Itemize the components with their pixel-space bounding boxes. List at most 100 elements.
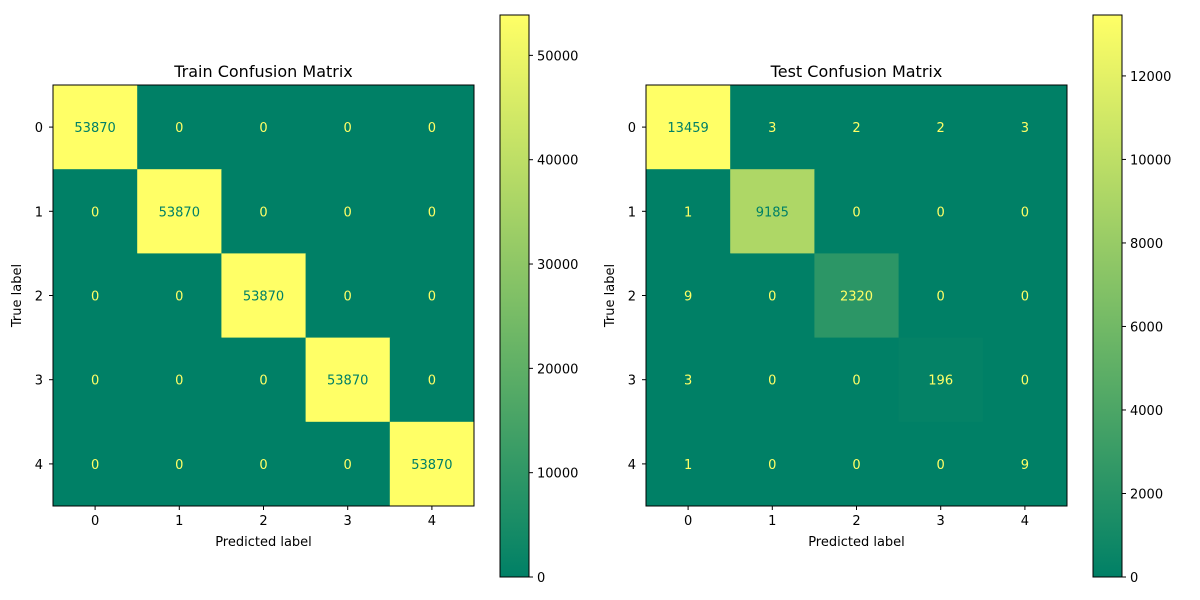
cell-value-label: 0 xyxy=(91,205,99,220)
heatmap-cell xyxy=(305,337,391,423)
colorbar xyxy=(1093,15,1122,577)
colorbar-tick-label: 30000 xyxy=(537,258,578,273)
heatmap-cell xyxy=(389,85,475,170)
colorbar-tick-label: 20000 xyxy=(537,362,578,377)
cell-value-label: 0 xyxy=(937,205,945,220)
cell-value-label: 0 xyxy=(91,374,99,389)
y-tick-label: 1 xyxy=(35,205,43,220)
heatmap-cell xyxy=(305,85,391,170)
x-tick-label: 0 xyxy=(91,514,99,529)
cell-value-label: 0 xyxy=(175,121,183,136)
heatmap-cell xyxy=(898,337,984,423)
heatmap-cell xyxy=(730,421,815,507)
heatmap-cell xyxy=(53,169,138,254)
colorbar-frame xyxy=(499,14,530,578)
heatmap-cell xyxy=(389,253,475,339)
heatmap-cell xyxy=(137,85,222,170)
cell-value-label: 0 xyxy=(344,121,352,136)
cell-value-label: 53870 xyxy=(159,205,200,220)
cell-value-label: 0 xyxy=(428,374,436,389)
heatmap-cell xyxy=(305,253,391,339)
train-confusion-matrix-panel: Train Confusion Matrix 53870 0 0 0 0 0 53870 0 0 0… xyxy=(10,14,578,586)
heatmap-cell xyxy=(53,253,138,339)
x-tick-label: 2 xyxy=(852,514,860,529)
heatmap-cell xyxy=(53,85,138,170)
x-tick-label: 4 xyxy=(1021,514,1029,529)
cell-value-label: 0 xyxy=(428,205,436,220)
cell-value-label: 0 xyxy=(259,121,267,136)
heatmap-cell xyxy=(898,85,984,170)
heatmap-cell xyxy=(389,337,475,423)
heatmap-cell xyxy=(646,253,731,339)
heatmap-cell xyxy=(646,337,731,423)
heatmap-cell xyxy=(982,85,1068,170)
heatmap-cell xyxy=(898,421,984,507)
colorbar-tick-label: 12000 xyxy=(1130,70,1171,85)
heatmap-cell xyxy=(646,85,731,170)
x-tick-label: 0 xyxy=(684,514,692,529)
heatmap-cell xyxy=(982,421,1068,507)
cell-value-label: 9185 xyxy=(756,205,789,220)
y-axis-label: True label xyxy=(10,264,25,328)
heatmap-cell xyxy=(646,169,731,254)
x-tick-label: 2 xyxy=(259,514,267,529)
cell-value-label: 2 xyxy=(852,121,860,136)
y-tick-label: 3 xyxy=(628,374,636,389)
colorbar-tick-label: 8000 xyxy=(1130,237,1163,252)
cell-value-label: 53870 xyxy=(74,121,115,136)
cell-value-label: 1 xyxy=(684,458,692,473)
heatmap-cell xyxy=(53,337,138,423)
cell-value-label: 3 xyxy=(768,121,776,136)
cell-value-label: 0 xyxy=(852,205,860,220)
cell-value-label: 0 xyxy=(1021,205,1029,220)
x-tick-label: 4 xyxy=(428,514,436,529)
colorbar-tick-label: 2000 xyxy=(1130,487,1163,502)
cell-value-label: 0 xyxy=(259,205,267,220)
heatmap-cell xyxy=(221,169,307,254)
cell-value-label: 0 xyxy=(91,290,99,305)
y-tick-label: 4 xyxy=(628,458,636,473)
heatmap-cell xyxy=(982,169,1068,254)
heatmap-cell xyxy=(730,85,815,170)
cell-value-label: 0 xyxy=(1021,290,1029,305)
cell-value-label: 0 xyxy=(768,374,776,389)
y-tick-label: 1 xyxy=(628,205,636,220)
x-tick-label: 1 xyxy=(768,514,776,529)
heatmap-cell xyxy=(898,169,984,254)
y-tick-label: 0 xyxy=(35,121,43,136)
cell-value-label: 3 xyxy=(684,374,692,389)
heatmap-cell xyxy=(982,253,1068,339)
cell-value-label: 0 xyxy=(259,374,267,389)
cell-value-label: 53870 xyxy=(243,290,284,305)
cell-value-label: 2 xyxy=(937,121,945,136)
y-axis-label: True label xyxy=(603,264,618,328)
colorbar-tick-label: 10000 xyxy=(537,467,578,482)
heatmap-cell xyxy=(814,169,900,254)
cell-value-label: 0 xyxy=(852,458,860,473)
cell-value-label: 53870 xyxy=(327,374,368,389)
colorbar-tick-label: 0 xyxy=(1130,571,1138,586)
cell-value-label: 0 xyxy=(175,374,183,389)
heatmap-cell xyxy=(137,253,222,339)
cell-value-label: 9 xyxy=(684,290,692,305)
x-axis-label: Predicted label xyxy=(808,535,905,550)
cell-value-label: 0 xyxy=(175,458,183,473)
heatmap-cell xyxy=(646,421,731,507)
colorbar-tick-label: 4000 xyxy=(1130,404,1163,419)
heatmap-cell xyxy=(814,421,900,507)
heatmap-cell xyxy=(982,337,1068,423)
chart-title: Train Confusion Matrix xyxy=(173,62,353,81)
heatmap-cell xyxy=(389,169,475,254)
heatmap-cell xyxy=(389,421,475,507)
colorbar-frame xyxy=(1092,14,1123,578)
x-tick-label: 3 xyxy=(937,514,945,529)
cell-value-label: 0 xyxy=(175,290,183,305)
cell-value-label: 2320 xyxy=(840,290,873,305)
heatmap-cell xyxy=(221,337,307,423)
heatmap-cell xyxy=(730,337,815,423)
test-confusion-matrix-panel: Test Confusion Matrix 13459 3 2 2 3 1 9185 0 0 0 9 0… xyxy=(603,14,1171,586)
heatmap-cell xyxy=(221,253,307,339)
heatmap-cell xyxy=(814,337,900,423)
cell-value-label: 0 xyxy=(259,458,267,473)
